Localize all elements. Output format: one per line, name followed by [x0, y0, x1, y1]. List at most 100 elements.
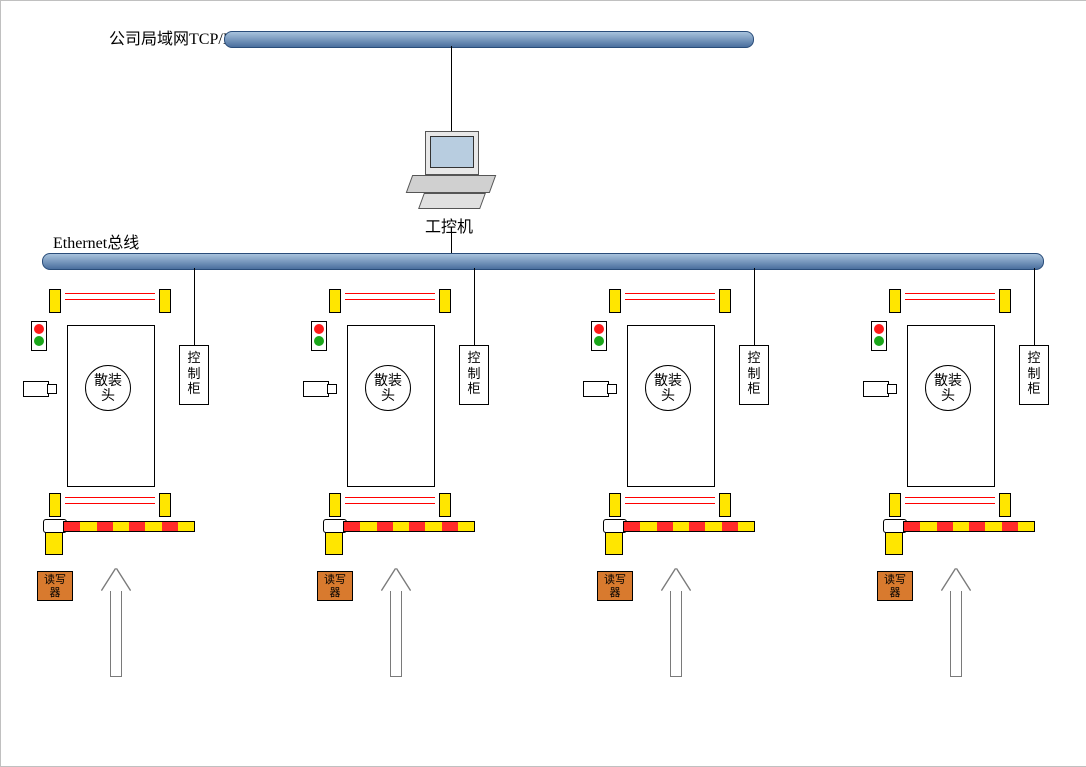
direction-arrow-icon — [385, 569, 407, 677]
guide-line — [625, 503, 715, 504]
barrier-arm-icon — [903, 521, 1035, 532]
control-cabinet-label: 控制柜 — [459, 345, 489, 405]
bulk-head-label: 散装头 — [85, 365, 131, 411]
guide-line — [65, 293, 155, 294]
guide-line — [345, 497, 435, 498]
barrier-stripe — [673, 522, 689, 531]
ipc-label: 工控机 — [425, 213, 473, 237]
barrier-stripe — [657, 522, 673, 531]
green-light-icon — [594, 336, 604, 346]
barrier-stripe — [985, 522, 1001, 531]
station: 散装头控制柜读写器 — [871, 269, 1081, 739]
red-light-icon — [314, 324, 324, 334]
camera-icon — [863, 381, 889, 397]
sensor-bottom-left — [609, 493, 621, 517]
camera-icon — [583, 381, 609, 397]
barrier-stripe — [937, 522, 953, 531]
camera-lens-icon — [607, 384, 617, 394]
arrow-head-icon — [942, 569, 970, 591]
barrier-arm-icon — [623, 521, 755, 532]
guide-line — [625, 299, 715, 300]
guide-line — [345, 293, 435, 294]
guide-line — [625, 497, 715, 498]
diagram-canvas: 公司局域网TCP/IP 工控机 Ethernet总线散装头 控制柜读写器 散装头 控制柜读… — [0, 0, 1086, 767]
green-light-icon — [314, 336, 324, 346]
barrier-stripe — [145, 522, 161, 531]
camera-lens-icon — [887, 384, 897, 394]
arrow-head-icon — [662, 569, 690, 591]
barrier-stripe — [705, 522, 721, 531]
arrow-shaft-icon — [670, 591, 682, 677]
guide-line — [905, 293, 995, 294]
barrier-stripe — [425, 522, 441, 531]
ipc-screen-icon — [430, 136, 474, 168]
sensor-top-left — [889, 289, 901, 313]
station: 散装头控制柜读写器 — [31, 269, 241, 739]
barrier-stripe — [360, 522, 376, 531]
direction-arrow-icon — [945, 569, 967, 677]
station: 散装头 控制柜读写器 — [311, 269, 521, 739]
reader-label: 读写器 — [877, 571, 913, 601]
guide-line — [345, 503, 435, 504]
barrier-stripe — [178, 522, 194, 531]
barrier-stripe — [113, 522, 129, 531]
barrier-stripe — [722, 522, 738, 531]
sensor-bottom-right — [159, 493, 171, 517]
barrier-stripe — [162, 522, 178, 531]
sensor-top-left — [609, 289, 621, 313]
direction-arrow-icon — [665, 569, 687, 677]
arrow-shaft-icon — [390, 591, 402, 677]
lan-to-ipc-line — [451, 46, 452, 131]
barrier-stripe — [97, 522, 113, 531]
barrier-stripe — [953, 522, 969, 531]
arrow-shaft-icon — [110, 591, 122, 677]
barrier-arm-icon — [343, 521, 475, 532]
ipc-base-icon — [406, 175, 497, 193]
barrier-arm-icon — [63, 521, 195, 532]
barrier-stripe — [640, 522, 656, 531]
reader-label: 读写器 — [317, 571, 353, 601]
sensor-bottom-left — [49, 493, 61, 517]
ethernet-bus — [42, 253, 1044, 270]
barrier-stripe — [1002, 522, 1018, 531]
traffic-light-icon — [31, 321, 47, 351]
barrier-stripe — [969, 522, 985, 531]
ipc-monitor-icon — [425, 131, 479, 175]
bulk-head-label: 散装头 — [365, 365, 411, 411]
sensor-top-left — [329, 289, 341, 313]
direction-arrow-icon — [105, 569, 127, 677]
station: 散装头控制柜读写器 — [591, 269, 801, 739]
ipc-keyboard-icon — [418, 193, 486, 209]
arrow-head-icon — [102, 569, 130, 591]
green-light-icon — [874, 336, 884, 346]
control-cabinet-label: 控制柜 — [739, 345, 769, 405]
barrier-stripe — [409, 522, 425, 531]
guide-line — [345, 299, 435, 300]
barrier-stripe — [738, 522, 754, 531]
barrier-stripe — [64, 522, 80, 531]
bulk-head-label: 散装头 — [645, 365, 691, 411]
sensor-top-right — [159, 289, 171, 313]
sensor-bottom-right — [439, 493, 451, 517]
arrow-head-icon — [382, 569, 410, 591]
traffic-light-icon — [591, 321, 607, 351]
sensor-top-right — [439, 289, 451, 313]
red-light-icon — [594, 324, 604, 334]
barrier-stripe — [344, 522, 360, 531]
reader-label: 读写器 — [37, 571, 73, 601]
ethernet-bus-label: Ethernet总线 — [53, 229, 139, 253]
sensor-bottom-right — [999, 493, 1011, 517]
red-light-icon — [34, 324, 44, 334]
lan-bus — [224, 31, 754, 48]
sensor-top-right — [719, 289, 731, 313]
red-light-icon — [874, 324, 884, 334]
sensor-bottom-left — [889, 493, 901, 517]
barrier-stripe — [129, 522, 145, 531]
barrier-stripe — [904, 522, 920, 531]
lan-bus-label: 公司局域网TCP/IP — [109, 25, 237, 49]
guide-line — [65, 503, 155, 504]
barrier-stripe — [689, 522, 705, 531]
barrier-stripe — [920, 522, 936, 531]
barrier-stripe — [442, 522, 458, 531]
barrier-stripe — [377, 522, 393, 531]
